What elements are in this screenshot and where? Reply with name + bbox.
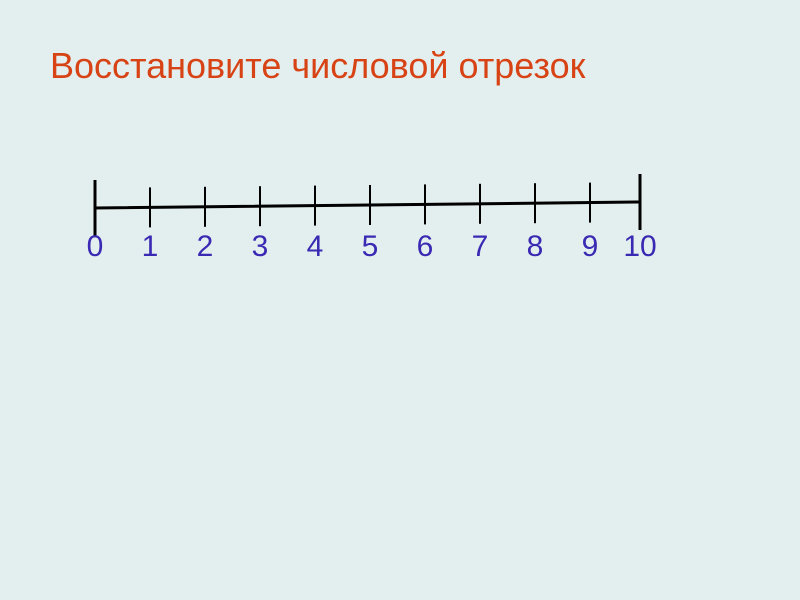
- slide-title: Восстановите числовой отрезок: [50, 45, 585, 87]
- number-line-labels: 0 1 2 3 4 5 6 7 8 9 10: [90, 230, 710, 270]
- tick-label-9: 9: [582, 230, 599, 264]
- tick-label-5: 5: [362, 230, 379, 264]
- tick-label-8: 8: [527, 230, 544, 264]
- tick-label-3: 3: [252, 230, 269, 264]
- tick-label-10: 10: [623, 230, 656, 264]
- tick-label-4: 4: [307, 230, 324, 264]
- tick-label-6: 6: [417, 230, 434, 264]
- tick-label-2: 2: [197, 230, 214, 264]
- tick-label-0: 0: [87, 230, 104, 264]
- tick-label-1: 1: [142, 230, 159, 264]
- slide: Восстановите числовой отрезок 0 1 2 3 4 5 6 7 8 9…: [0, 0, 800, 600]
- tick-label-7: 7: [472, 230, 489, 264]
